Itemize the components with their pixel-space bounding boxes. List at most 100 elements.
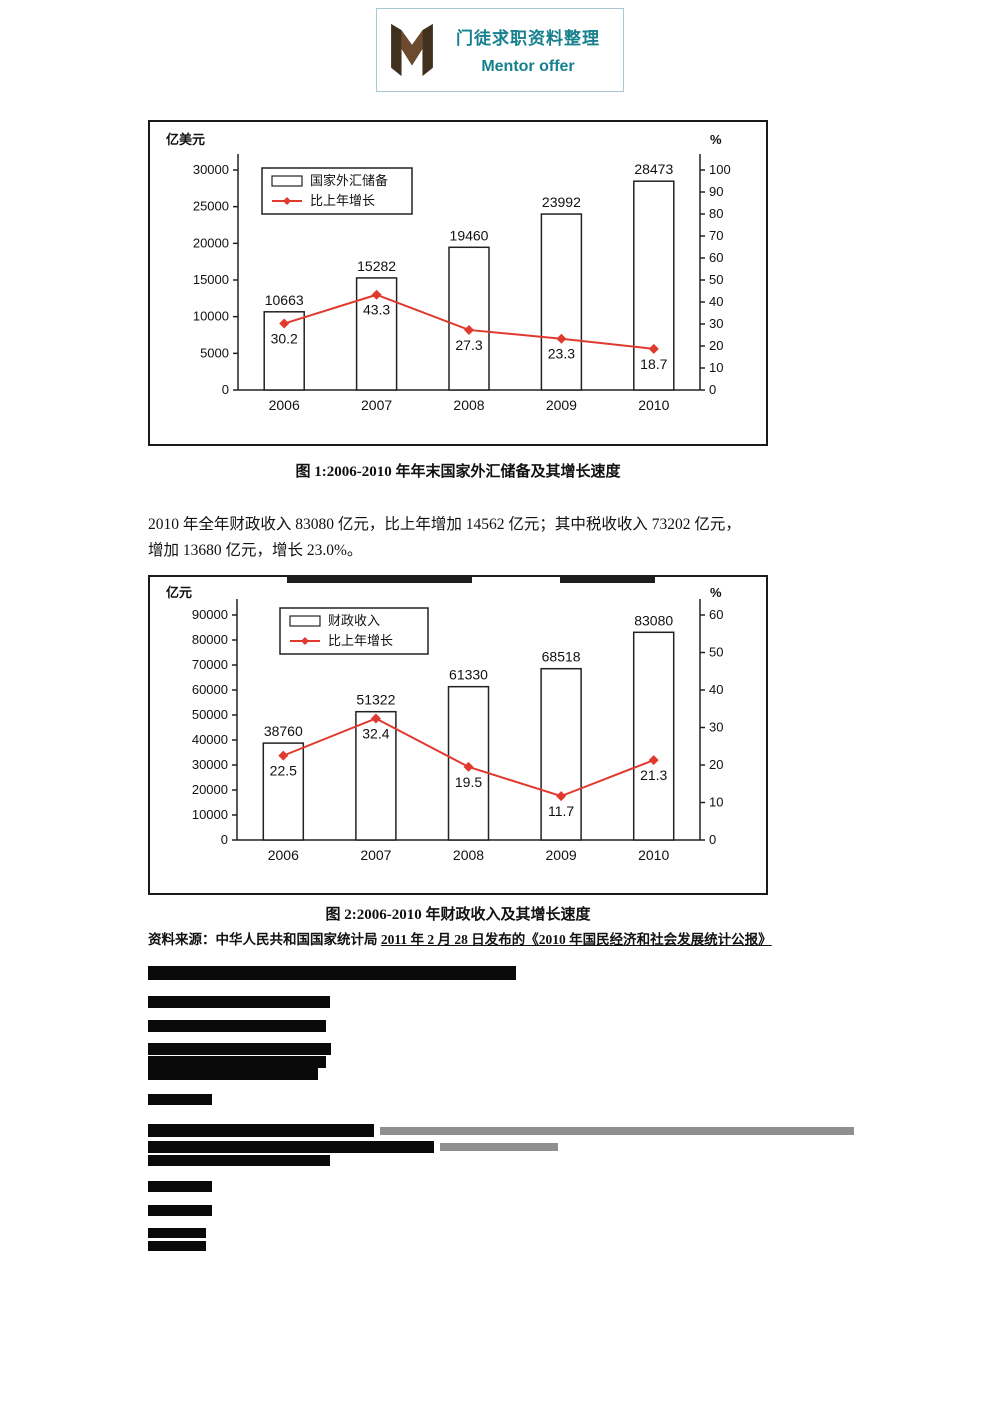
svg-text:10000: 10000	[193, 309, 229, 324]
figure1-forex-reserves-chart: 0 5000 10000 15000 20000 25000 30000 0 10 20 30 40 5…	[148, 120, 768, 446]
svg-text:30: 30	[709, 316, 723, 331]
svg-text:43.3: 43.3	[363, 302, 390, 318]
svg-text:18.7: 18.7	[640, 356, 667, 372]
svg-text:70: 70	[709, 228, 723, 243]
redacted-text-bar	[560, 577, 655, 583]
svg-text:40: 40	[709, 294, 723, 309]
svg-text:20: 20	[709, 757, 723, 772]
redacted-text-bar	[287, 577, 472, 583]
redacted-text-bar	[440, 1143, 558, 1151]
svg-text:%: %	[710, 132, 722, 147]
svg-text:30.2: 30.2	[271, 331, 298, 347]
svg-text:2010: 2010	[638, 847, 669, 863]
svg-text:80: 80	[709, 206, 723, 221]
svg-text:38760: 38760	[264, 723, 303, 739]
redacted-text-bar	[148, 1124, 374, 1137]
svg-text:2006: 2006	[269, 397, 300, 413]
body-paragraph: 2010 年全年财政收入 83080 亿元，比上年增加 14562 亿元；其中税…	[148, 512, 878, 564]
svg-text:50000: 50000	[192, 707, 228, 722]
header-logo-text: 门徒求职资料整理 Mentor offer	[445, 24, 611, 76]
figure1-caption: 图 1:2006-2010 年年末国家外汇储备及其增长速度	[295, 464, 621, 480]
svg-text:25000: 25000	[193, 199, 229, 214]
svg-text:32.4: 32.4	[362, 726, 389, 742]
svg-text:比上年增长: 比上年增长	[310, 193, 375, 208]
svg-text:2009: 2009	[546, 847, 577, 863]
svg-text:40000: 40000	[192, 732, 228, 747]
svg-text:30: 30	[709, 720, 723, 735]
svg-text:10: 10	[709, 360, 723, 375]
svg-text:80000: 80000	[192, 632, 228, 647]
svg-text:2008: 2008	[453, 397, 484, 413]
paragraph-line: 增加 13680 亿元，增长 23.0%。	[148, 542, 363, 559]
redacted-text-bar	[148, 1056, 326, 1068]
svg-text:2008: 2008	[453, 847, 484, 863]
figure2-fiscal-revenue-chart: 0 10000 20000 30000 40000 50000 60000 70000 8000…	[148, 575, 768, 895]
svg-text:2010: 2010	[638, 397, 669, 413]
svg-text:0: 0	[709, 382, 716, 397]
redacted-text-bar	[148, 1068, 318, 1080]
redacted-text-bar	[148, 1043, 331, 1055]
svg-text:60: 60	[709, 250, 723, 265]
svg-text:19460: 19460	[450, 227, 489, 243]
svg-text:2006: 2006	[268, 847, 299, 863]
svg-text:83080: 83080	[634, 612, 673, 628]
svg-text:61330: 61330	[449, 667, 488, 683]
chart-canvas: 0 5000 10000 15000 20000 25000 30000 0 10 20 30 40 5…	[166, 132, 731, 413]
redacted-text-bar	[148, 1181, 212, 1192]
redacted-text-bar	[148, 1094, 212, 1105]
figure2-caption: 图 2:2006-2010 年财政收入及其增长速度	[325, 907, 591, 923]
svg-text:15000: 15000	[193, 272, 229, 287]
svg-text:60000: 60000	[192, 682, 228, 697]
svg-text:国家外汇储备: 国家外汇储备	[310, 173, 388, 188]
svg-text:10000: 10000	[192, 807, 228, 822]
mentor-m-logo-icon	[391, 23, 433, 77]
svg-text:28473: 28473	[634, 161, 673, 177]
svg-text:19.5: 19.5	[455, 774, 482, 790]
svg-text:15282: 15282	[357, 258, 396, 274]
svg-text:51322: 51322	[356, 692, 395, 708]
redacted-text-bar	[148, 1205, 212, 1216]
svg-text:23992: 23992	[542, 194, 581, 210]
svg-text:50: 50	[709, 645, 723, 660]
svg-text:亿美元: 亿美元	[166, 132, 205, 147]
svg-text:20: 20	[709, 338, 723, 353]
svg-text:2007: 2007	[361, 397, 392, 413]
svg-text:70000: 70000	[192, 657, 228, 672]
svg-text:0: 0	[221, 832, 228, 847]
svg-text:50: 50	[709, 272, 723, 287]
svg-text:21.3: 21.3	[640, 767, 667, 783]
svg-text:10663: 10663	[265, 292, 304, 308]
redacted-text-bar	[148, 1155, 330, 1166]
redacted-text-bar	[148, 1141, 434, 1153]
redacted-text-bar	[148, 1241, 206, 1251]
redacted-text-bar	[148, 1020, 326, 1032]
svg-text:0: 0	[709, 832, 716, 847]
svg-text:0: 0	[222, 382, 229, 397]
svg-text:财政收入: 财政收入	[328, 613, 380, 628]
chart-canvas: 0 10000 20000 30000 40000 50000 60000 70000 8000…	[166, 585, 723, 863]
svg-text:90: 90	[709, 184, 723, 199]
svg-text:60: 60	[709, 607, 723, 622]
svg-text:90000: 90000	[192, 607, 228, 622]
redacted-text-bar	[380, 1127, 854, 1135]
logo-subtitle: Mentor offer	[481, 58, 575, 75]
svg-text:30000: 30000	[192, 757, 228, 772]
svg-text:比上年增长: 比上年增长	[328, 633, 393, 648]
redacted-text-bar	[148, 996, 330, 1008]
svg-text:2009: 2009	[546, 397, 577, 413]
svg-text:27.3: 27.3	[455, 337, 482, 353]
svg-text:11.7: 11.7	[548, 803, 574, 819]
svg-text:100: 100	[709, 162, 731, 177]
svg-text:10: 10	[709, 795, 723, 810]
source-prefix: 资料来源：中华人民共和国国家统计局	[148, 932, 381, 947]
svg-text:20000: 20000	[192, 782, 228, 797]
svg-text:23.3: 23.3	[548, 346, 575, 362]
source-underlined: 2011 年 2 月 28 日发布的《2010 年国民经济和社会发展统计公报》	[380, 932, 772, 947]
svg-text:30000: 30000	[193, 162, 229, 177]
source-note: 资料来源：中华人民共和国国家统计局 2011 年 2 月 28 日发布的《201…	[148, 928, 888, 948]
logo-title: 门徒求职资料整理	[456, 29, 600, 48]
redacted-text-bar	[148, 1228, 206, 1238]
svg-text:20000: 20000	[193, 235, 229, 250]
